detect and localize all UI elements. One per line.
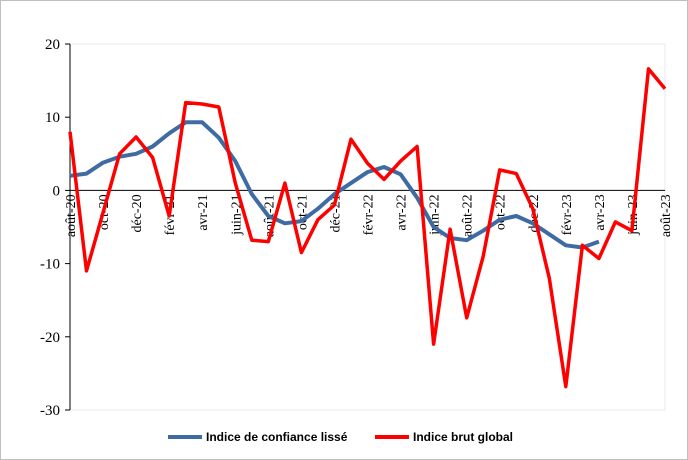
x-tick-label: oct-22 xyxy=(494,194,509,230)
x-tick-label: août-22 xyxy=(461,194,476,237)
x-tick-label: avr-22 xyxy=(395,194,410,230)
plot-area xyxy=(69,43,666,411)
x-tick-label: févr-22 xyxy=(362,194,377,235)
series-line xyxy=(68,67,667,389)
legend-label: Indice brut global xyxy=(413,430,513,444)
x-tick-label: oct-21 xyxy=(295,194,310,230)
y-tick-label: -20 xyxy=(40,330,60,346)
series-line xyxy=(69,120,600,250)
x-tick-label: août-23 xyxy=(659,194,674,237)
y-tick-label: 10 xyxy=(45,110,60,126)
x-tick-label: déc-20 xyxy=(130,194,145,232)
x-tick-label: févr-23 xyxy=(560,194,575,235)
y-tick-label: 0 xyxy=(53,183,61,199)
x-tick-label: avr-21 xyxy=(196,194,211,230)
y-tick-label: -30 xyxy=(40,403,60,419)
y-tick-label: -10 xyxy=(40,257,60,273)
x-tick-label: avr-23 xyxy=(593,194,608,230)
y-tick-label: 20 xyxy=(45,37,60,53)
x-tick-label: août-20 xyxy=(64,194,79,237)
legend-label: Indice de confiance lissé xyxy=(206,430,348,444)
x-tick-label: déc-21 xyxy=(328,194,343,232)
